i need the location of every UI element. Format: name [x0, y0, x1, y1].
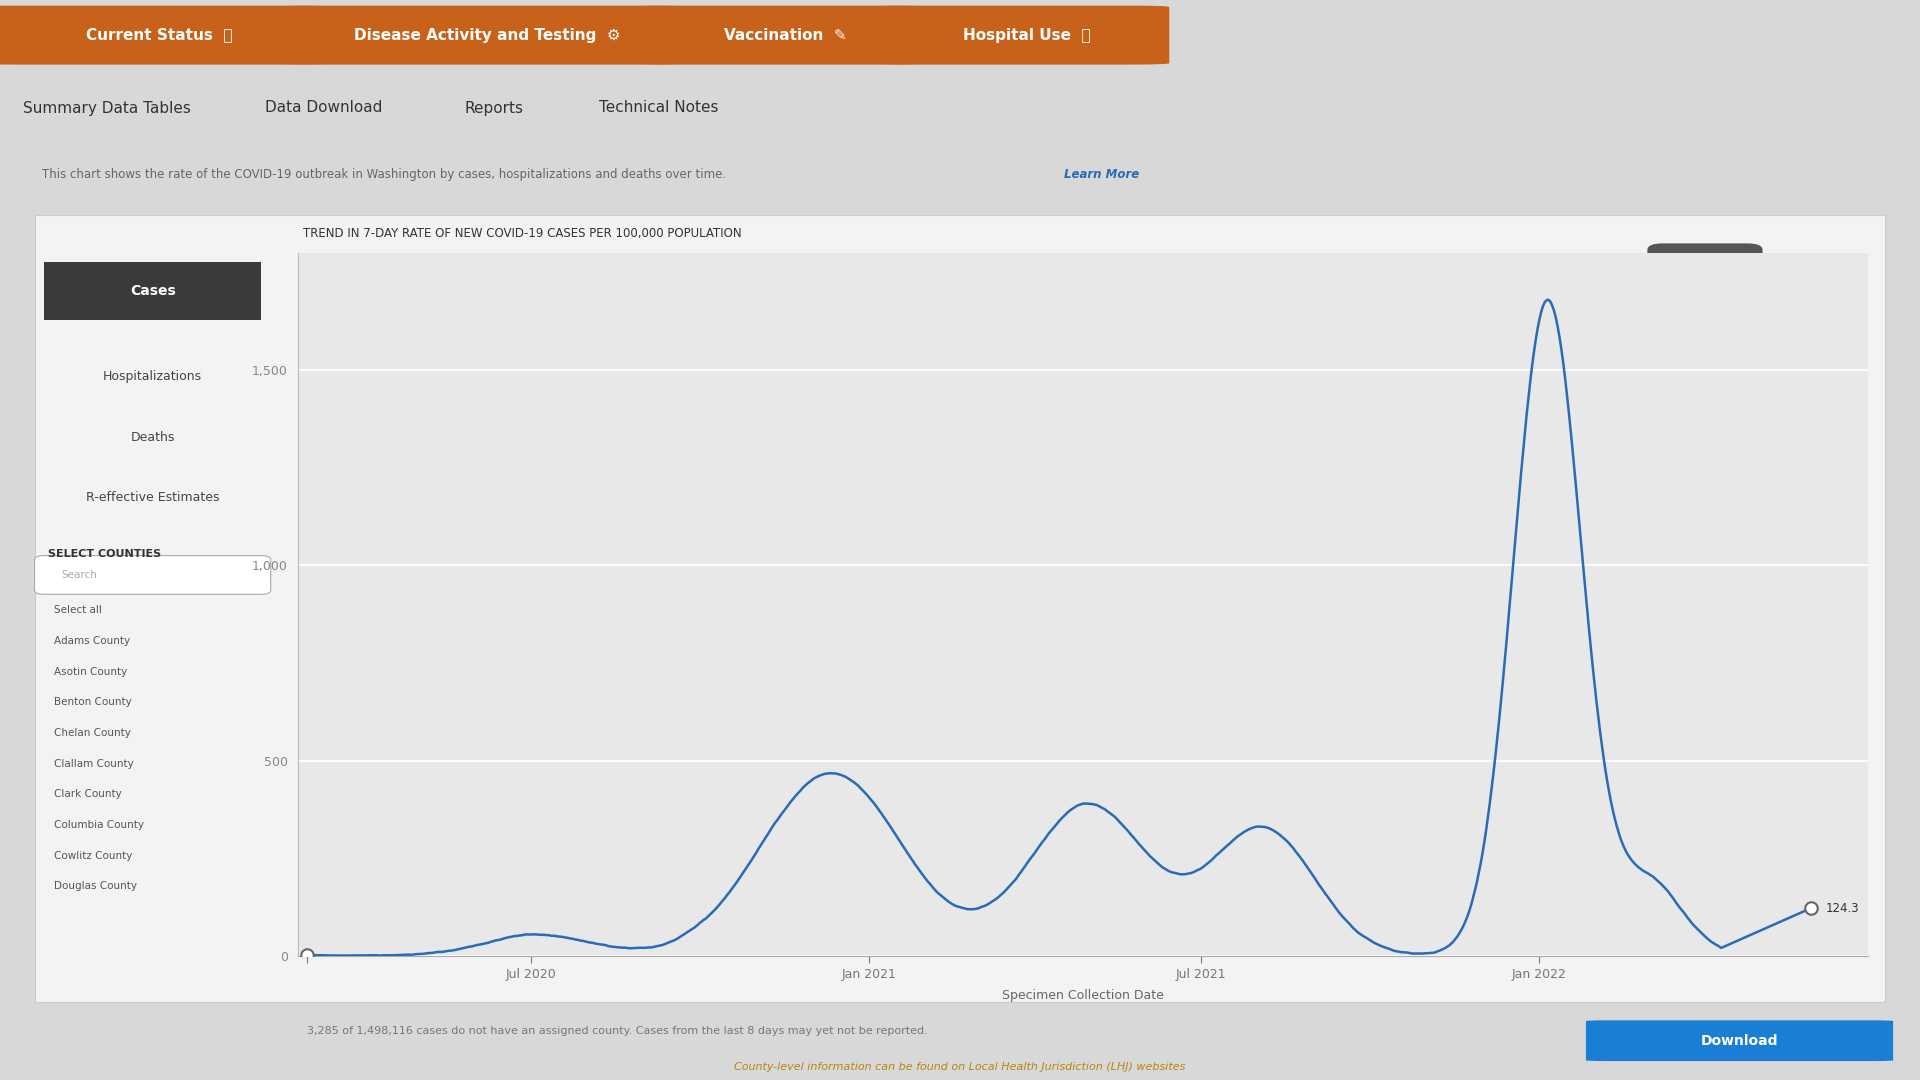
Text: 7-Day: 7-Day	[1620, 259, 1655, 272]
Text: Cases: Cases	[131, 284, 175, 298]
FancyBboxPatch shape	[44, 262, 261, 320]
Text: Disease Activity and Testing  ⚙: Disease Activity and Testing ⚙	[355, 28, 620, 42]
FancyBboxPatch shape	[634, 5, 925, 65]
FancyBboxPatch shape	[0, 5, 330, 65]
Text: Search: Search	[61, 570, 98, 580]
Text: Select all: Select all	[54, 606, 102, 616]
Text: Hospitalizations: Hospitalizations	[104, 370, 202, 383]
X-axis label: Specimen Collection Date: Specimen Collection Date	[1002, 989, 1164, 1002]
Text: This chart shows the rate of the COVID-19 outbreak in Washington by cases, hospi: This chart shows the rate of the COVID-1…	[42, 167, 726, 181]
Text: Learn More: Learn More	[1064, 167, 1139, 181]
Text: Chelan County: Chelan County	[54, 728, 131, 738]
Text: Douglas County: Douglas County	[54, 881, 136, 891]
Circle shape	[1655, 255, 1709, 278]
FancyBboxPatch shape	[35, 555, 271, 594]
Text: R-effective Estimates: R-effective Estimates	[86, 491, 219, 504]
Text: County-level information can be found on Local Health Jurisdiction (LHJ) website: County-level information can be found on…	[733, 1063, 1187, 1072]
Text: 3,285 of 1,498,116 cases do not have an assigned county. Cases from the last 8 d: 3,285 of 1,498,116 cases do not have an …	[307, 1026, 927, 1036]
Text: SELECT COUNTIES: SELECT COUNTIES	[48, 549, 161, 559]
Text: TREND IN 7-DAY RATE OF NEW COVID-19 CASES PER 100,000 POPULATION: TREND IN 7-DAY RATE OF NEW COVID-19 CASE…	[303, 227, 741, 240]
FancyBboxPatch shape	[874, 5, 1169, 65]
Text: Vaccination  ✎: Vaccination ✎	[724, 28, 847, 42]
FancyBboxPatch shape	[35, 215, 1885, 1002]
Text: Benton County: Benton County	[54, 698, 131, 707]
Text: Hospital Use  ⎘: Hospital Use ⎘	[964, 28, 1091, 42]
Text: Technical Notes: Technical Notes	[599, 100, 718, 116]
Text: Columbia County: Columbia County	[54, 820, 144, 831]
Text: Asotin County: Asotin County	[54, 666, 127, 677]
Text: Reports: Reports	[465, 100, 524, 116]
Text: Adams County: Adams County	[54, 636, 131, 646]
Text: Data Download: Data Download	[265, 100, 382, 116]
Text: 7-Day Case Rate: 7-Day Case Rate	[367, 259, 465, 272]
FancyBboxPatch shape	[278, 5, 685, 65]
Text: Clallam County: Clallam County	[54, 759, 134, 769]
Text: 124.3: 124.3	[1826, 902, 1860, 915]
FancyBboxPatch shape	[1647, 243, 1763, 291]
FancyBboxPatch shape	[1586, 1021, 1893, 1061]
Text: Cowlitz County: Cowlitz County	[54, 851, 132, 861]
Text: Deaths: Deaths	[131, 431, 175, 444]
Text: Current Status  ⌖: Current Status ⌖	[86, 28, 232, 42]
Text: Clark County: Clark County	[54, 789, 121, 799]
Text: Download: Download	[1701, 1034, 1778, 1048]
Text: 14-Day: 14-Day	[1759, 259, 1801, 272]
Text: Summary Data Tables: Summary Data Tables	[23, 100, 190, 116]
